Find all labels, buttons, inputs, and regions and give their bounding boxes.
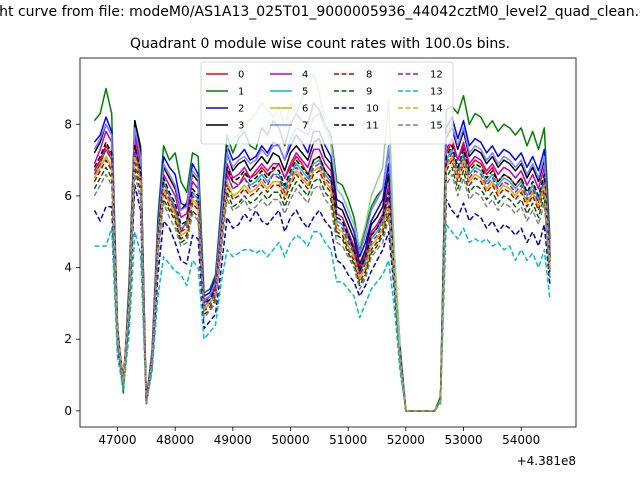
figure-suptitle: Light curve from file: modeM0/AS1A13_025… [0, 4, 640, 28]
legend-label-2: 2 [238, 104, 244, 115]
x-tick-label-51000: 51000 [329, 433, 367, 447]
series-line-3 [93, 119, 551, 412]
legend-label-15: 15 [430, 121, 443, 132]
x-tick-label-48000: 48000 [156, 433, 194, 447]
series-line-9 [93, 166, 551, 412]
x-tick-label-49000: 49000 [214, 433, 252, 447]
series-line-14 [93, 155, 551, 412]
y-tick-label-2: 2 [64, 332, 72, 346]
series-layer [93, 73, 551, 412]
legend-label-13: 13 [430, 87, 443, 98]
series-line-8 [93, 159, 551, 412]
x-offset-label: +4.381e8 [517, 454, 576, 468]
x-tick-label-47000: 47000 [98, 433, 136, 447]
chart-title: Quadrant 0 module wise count rates with … [130, 36, 510, 52]
legend-label-7: 7 [302, 121, 308, 132]
legend-label-3: 3 [238, 121, 244, 132]
legend-label-6: 6 [302, 104, 308, 115]
figure-suptitle-text: Light curve from file: modeM0/AS1A13_025… [0, 4, 640, 20]
y-tick-label-6: 6 [64, 189, 72, 203]
legend-label-11: 11 [366, 121, 379, 132]
series-line-13 [94, 223, 551, 412]
series-line-10 [93, 184, 551, 412]
legend-label-8: 8 [366, 70, 372, 81]
legend-label-1: 1 [238, 87, 244, 98]
series-line-11 [93, 141, 551, 412]
series-line-15 [93, 173, 551, 412]
legend-label-9: 9 [366, 87, 372, 98]
x-tick-label-54000: 54000 [502, 433, 540, 447]
y-tick-label-8: 8 [64, 117, 72, 131]
legend-label-4: 4 [302, 70, 308, 81]
series-line-12 [93, 148, 551, 412]
x-tick-label-53000: 53000 [444, 433, 482, 447]
plot-frame [79, 57, 577, 428]
legend-label-10: 10 [366, 104, 379, 115]
axes-layer: 47000 48000 49000 50000 51000 52000 53000 54000… [64, 57, 577, 468]
y-tick-label-4: 4 [64, 261, 72, 275]
legend-box [200, 61, 454, 145]
legend-label-5: 5 [302, 87, 308, 98]
legend-label-14: 14 [430, 104, 443, 115]
x-tick-label-52000: 52000 [387, 433, 425, 447]
legend-label-12: 12 [430, 70, 443, 81]
series-line-5 [93, 148, 551, 412]
y-tick-label-0: 0 [64, 404, 72, 418]
series-line-4 [93, 130, 551, 412]
x-tick-label-50000: 50000 [271, 433, 309, 447]
legend-label-0: 0 [238, 70, 244, 81]
